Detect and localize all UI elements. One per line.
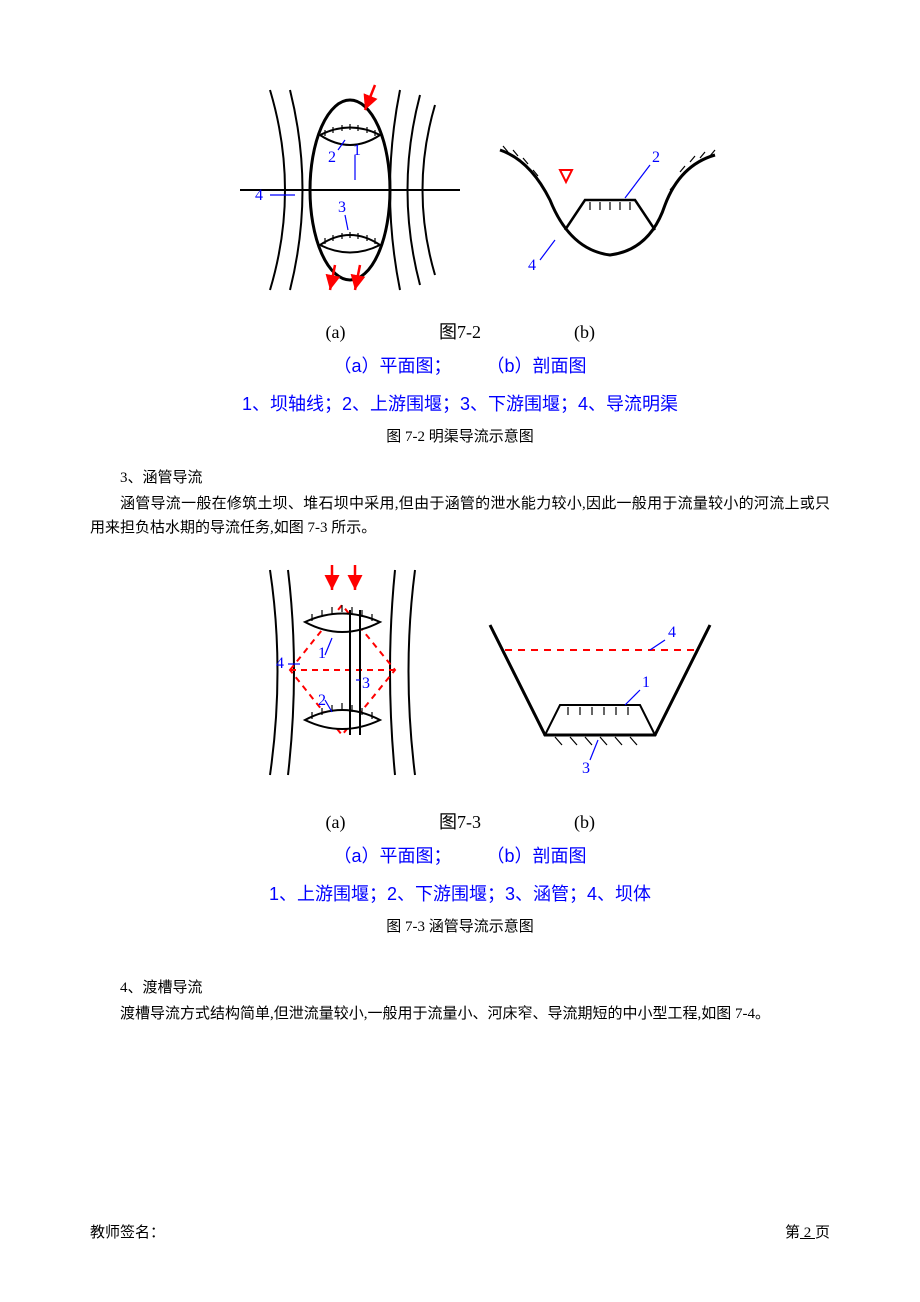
figure-7-2: 1 2 3 4 <box>90 80 830 446</box>
svg-text:1: 1 <box>318 645 326 662</box>
svg-text:2: 2 <box>328 149 336 166</box>
teacher-sign: 教师签名： <box>90 1221 165 1242</box>
fig73-svg: 1 2 3 4 <box>200 560 720 800</box>
svg-text:3: 3 <box>582 760 590 777</box>
fig73-blue-line2: 1、上游围堰；2、下游围堰；3、涵管；4、坝体 <box>90 878 830 910</box>
fig73-caption: 图 7-3 涵管导流示意图 <box>90 915 830 936</box>
svg-text:4: 4 <box>276 655 284 672</box>
fig72-caption: 图 7-2 明渠导流示意图 <box>90 425 830 446</box>
section3-para: 涵管导流一般在修筑土坝、堆石坝中采用,但由于涵管的泄水能力较小,因此一般用于流量… <box>90 492 830 540</box>
fig72-b-label: (b) <box>515 322 655 343</box>
page-footer: 教师签名： 第 2 页 <box>90 1221 830 1242</box>
fig73-panel-b: 4 1 3 <box>490 624 710 777</box>
svg-text:4: 4 <box>668 624 676 641</box>
fig72-blue1a: （a）平面图； <box>333 356 451 376</box>
fig73-a-label: (a) <box>266 812 406 833</box>
figure-7-3: 1 2 3 4 <box>90 560 830 936</box>
fig73-mid-label: 图7-3 <box>410 808 510 834</box>
fig73-blue1b: （b）剖面图 <box>487 846 587 866</box>
fig72-panel-a: 1 2 3 4 <box>240 85 460 290</box>
section3-heading: 3、涵管导流 <box>90 466 830 490</box>
fig72-blue1b: （b）剖面图 <box>487 356 587 376</box>
fig73-blue1a: （a）平面图； <box>333 846 451 866</box>
svg-text:1: 1 <box>353 142 361 159</box>
svg-text:4: 4 <box>255 187 263 204</box>
fig72-svg: 1 2 3 4 <box>200 80 720 310</box>
svg-text:1: 1 <box>642 674 650 691</box>
section4-para: 渡槽导流方式结构简单,但泄流量较小,一般用于流量小、河床窄、导流期短的中小型工程… <box>90 1002 830 1026</box>
page-suffix: 页 <box>815 1225 830 1241</box>
page-num: 2 <box>800 1225 815 1241</box>
svg-text:2: 2 <box>652 149 660 166</box>
section4-heading: 4、渡槽导流 <box>90 976 830 1000</box>
svg-text:3: 3 <box>338 199 346 216</box>
fig72-blue-line2: 1、坝轴线；2、上游围堰；3、下游围堰；4、导流明渠 <box>90 388 830 420</box>
fig73-b-label: (b) <box>515 812 655 833</box>
fig73-panel-a: 1 2 3 4 <box>270 565 415 775</box>
fig72-a-label: (a) <box>266 322 406 343</box>
fig73-blue-line1: （a）平面图； （b）剖面图 <box>90 840 830 872</box>
page-prefix: 第 <box>785 1225 800 1241</box>
fig72-blue-line1: （a）平面图； （b）剖面图 <box>90 350 830 382</box>
svg-text:3: 3 <box>362 675 370 692</box>
fig73-panel-labels: (a) 图7-3 (b) <box>90 808 830 834</box>
page-number: 第 2 页 <box>785 1221 830 1242</box>
fig72-panel-b: 2 4 <box>500 146 715 274</box>
svg-text:4: 4 <box>528 257 536 274</box>
fig72-mid-label: 图7-2 <box>410 318 510 344</box>
fig72-panel-labels: (a) 图7-2 (b) <box>90 318 830 344</box>
